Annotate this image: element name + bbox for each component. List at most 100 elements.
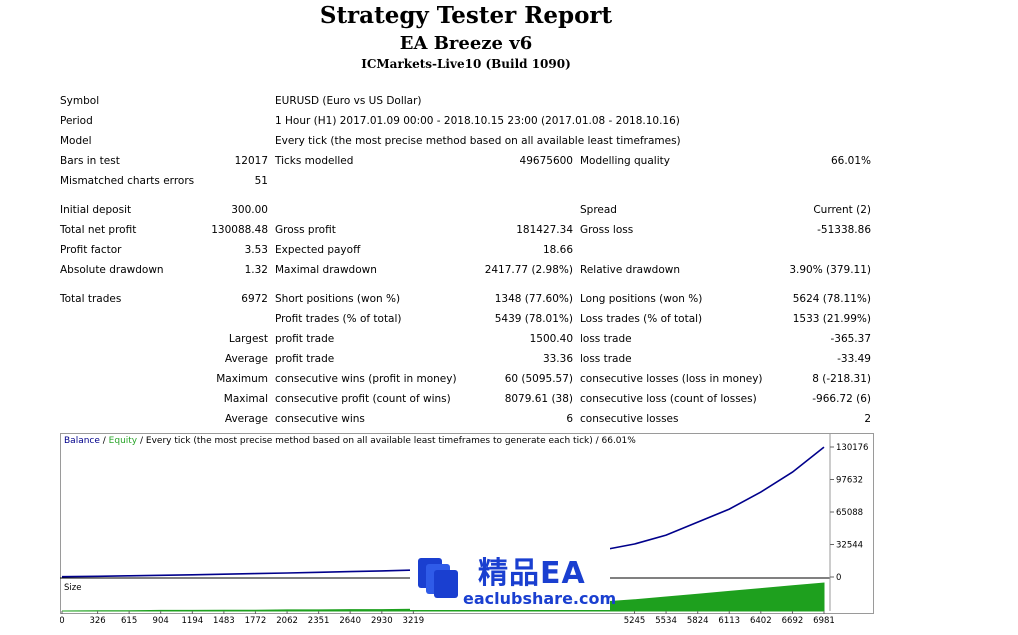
mismatch-label: Mismatched charts errors [60,175,195,187]
loss-trades-label: Loss trades (% of total) [580,313,703,325]
average-label: Average [224,353,268,365]
watermark-logo-icon [418,558,458,598]
largest-profit-value: 1500.40 [529,333,573,345]
largest-label: Largest [228,333,268,345]
mismatch-value: 51 [254,175,268,187]
gross-loss-label: Gross loss [580,224,634,236]
average-loss-value: -33.49 [837,353,871,365]
expected-payoff-label: Expected payoff [275,244,361,256]
ticks-label: Ticks modelled [275,155,354,167]
max-cons-wins-label: consecutive wins (profit in money) [275,373,457,385]
watermark-url: eaclubshare.com [463,589,617,608]
x-tick-label: 6113 [718,616,740,626]
largest-loss-label: loss trade [580,333,632,345]
net-profit-value: 130088.48 [211,224,268,236]
max-cons-losses-value: 8 (-218.31) [812,373,871,385]
avg-cons-losses-label: consecutive losses [580,413,679,425]
ea-name: EA Breeze v6 [399,33,533,54]
x-tick-label: 615 [121,616,137,626]
max-drawdown-value: 2417.77 (2.98%) [484,264,573,276]
total-trades-label: Total trades [60,293,122,305]
largest-profit-label: profit trade [275,333,335,345]
long-value: 5624 (78.11%) [792,293,871,305]
long-label: Long positions (won %) [580,293,703,305]
short-value: 1348 (77.60%) [494,293,573,305]
gross-loss-value: -51338.86 [817,224,871,236]
chart-header: Balance / Equity / Every tick (the most … [64,436,636,446]
legend-balance: Balance [64,436,100,446]
x-tick-label: 2351 [308,616,330,626]
maximal-label: Maximal [223,393,268,405]
period-value: 1 Hour (H1) 2017.01.09 00:00 - 2018.10.1… [275,115,680,127]
maximum-label: Maximum [216,373,268,385]
quality-label: Modelling quality [580,155,670,167]
rel-drawdown-label: Relative drawdown [580,264,681,276]
spread-value: Current (2) [813,204,871,216]
model-label: Model [60,135,92,147]
x-tick-label: 326 [89,616,105,626]
x-tick-label: 1772 [245,616,267,626]
short-label: Short positions (won %) [275,293,401,305]
ticks-value: 49675600 [519,155,573,167]
abs-drawdown-label: Absolute drawdown [60,264,164,276]
x-tick-label: 1194 [182,616,204,626]
profit-trades-label: Profit trades (% of total) [275,313,402,325]
avg-cons-losses-value: 2 [864,413,871,425]
y-tick-label: 0 [836,573,841,583]
x-tick-label: 6402 [750,616,772,626]
total-trades-value: 6972 [241,293,268,305]
symbol-label: Symbol [60,95,100,107]
profit-trades-value: 5439 (78.01%) [494,313,573,325]
y-tick-label: 130176 [836,443,868,453]
y-tick-label: 32544 [836,541,863,551]
symbol-value: EURUSD (Euro vs US Dollar) [275,95,422,107]
bars-value: 12017 [234,155,268,167]
avg-cons-wins-value: 6 [566,413,573,425]
chart-frame [60,433,874,614]
x-tick-label: 0 [60,616,65,626]
average2-label: Average [224,413,268,425]
max-cons-losses-label: consecutive losses (loss in money) [580,373,763,385]
gross-profit-label: Gross profit [275,224,336,236]
x-tick-label: 5245 [624,616,646,626]
rel-drawdown-value: 3.90% (379.11) [789,264,871,276]
report-title: Strategy Tester Report [319,2,613,29]
expected-payoff-value: 18.66 [542,244,573,256]
period-label: Period [60,115,93,127]
x-tick-label: 6692 [782,616,804,626]
y-tick-label: 97632 [836,476,863,486]
maximal-loss-value: -966.72 (6) [812,393,871,405]
average-profit-label: profit trade [275,353,335,365]
server-build: ICMarkets-Live10 (Build 1090) [361,57,571,71]
profit-factor-value: 3.53 [244,244,268,256]
legend-separator: / [99,436,109,446]
x-tick-label: 3219 [403,616,425,626]
x-tick-label: 5824 [687,616,709,626]
max-cons-wins-value: 60 (5095.57) [504,373,573,385]
x-tick-label: 1483 [213,616,235,626]
net-profit-label: Total net profit [60,224,137,236]
quality-value: 66.01% [830,155,871,167]
initial-deposit-value: 300.00 [231,204,268,216]
watermark-title: 精品EA [478,556,586,591]
loss-trades-value: 1533 (21.99%) [792,313,871,325]
legend-equity: Equity [108,436,138,446]
max-drawdown-label: Maximal drawdown [275,264,377,276]
maximal-profit-label: consecutive profit (count of wins) [275,393,451,405]
average-profit-value: 33.36 [542,353,573,365]
avg-cons-wins-label: consecutive wins [275,413,365,425]
x-tick-label: 904 [153,616,169,626]
x-tick-label: 6981 [813,616,835,626]
y-tick-label: 65088 [836,508,863,518]
largest-loss-value: -365.37 [830,333,871,345]
average-loss-label: loss trade [580,353,632,365]
maximal-profit-value: 8079.61 (38) [504,393,573,405]
gross-profit-value: 181427.34 [516,224,573,236]
x-tick-label: 5534 [655,616,677,626]
bars-label: Bars in test [60,155,120,167]
model-value: Every tick (the most precise method base… [275,135,681,147]
watermark-overlay [410,540,610,610]
spread-label: Spread [580,204,617,216]
initial-deposit-label: Initial deposit [60,204,132,216]
x-tick-label: 2930 [371,616,393,626]
